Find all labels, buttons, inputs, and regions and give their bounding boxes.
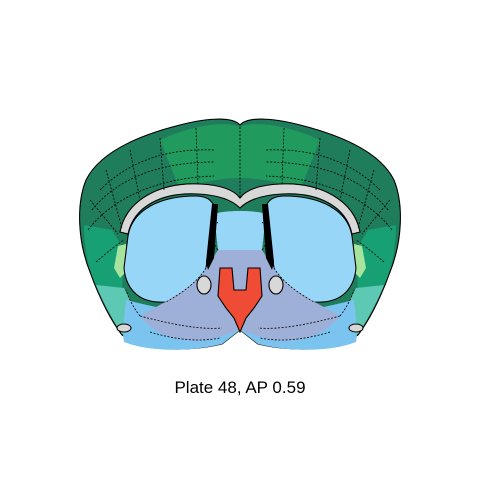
lateral-ventricle-right	[262, 204, 274, 270]
lateral-septum-border	[214, 211, 266, 250]
anterior-commissure-left	[196, 275, 212, 295]
lateral-cortex-left	[84, 225, 124, 292]
septal-nucleus	[217, 267, 263, 334]
region-boundaries	[87, 127, 393, 341]
plate-caption: Plate 48, AP 0.59	[174, 378, 306, 397]
olfactory-tract-left	[116, 323, 132, 333]
lateral-ventricle-left	[206, 204, 218, 270]
lateral-cortex-right	[356, 225, 396, 292]
anterior-commissure-right	[268, 275, 284, 295]
dorsal-cortex-left	[160, 124, 240, 190]
dorsal-cortex-right	[240, 124, 320, 190]
corpus-callosum	[119, 183, 361, 235]
olfactory-tract-right	[348, 323, 364, 333]
